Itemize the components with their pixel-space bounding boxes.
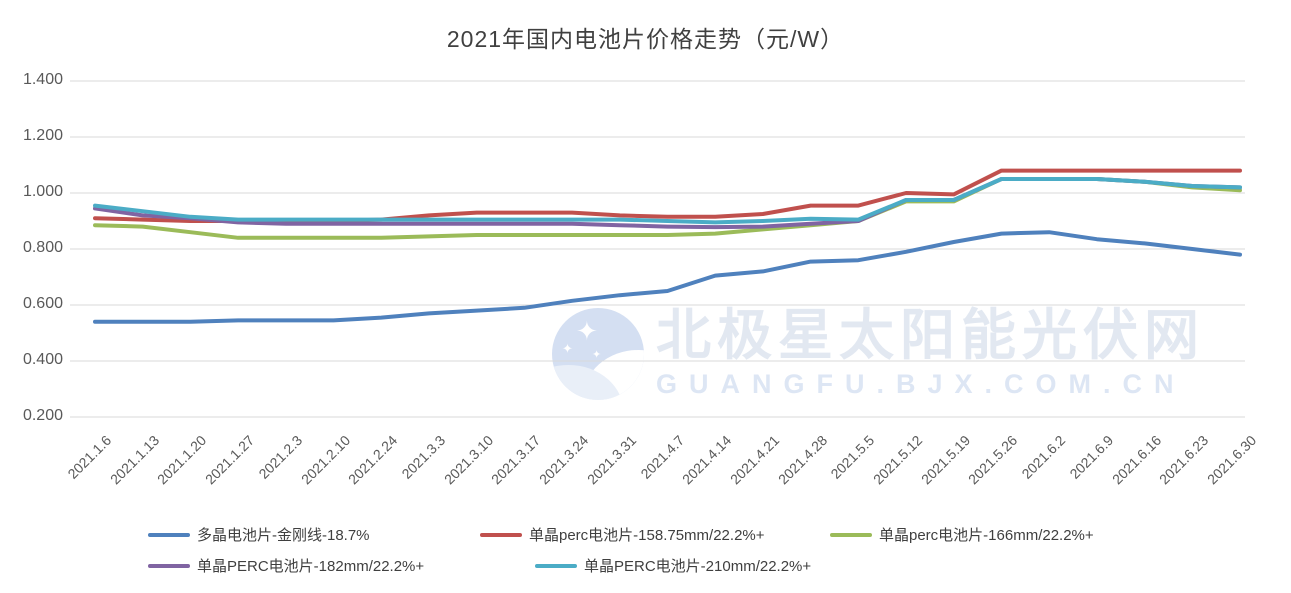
star-icon: ✦ [576, 316, 598, 346]
y-axis-tick-label: 0.200 [22, 407, 63, 424]
watermark-url-text: GUANGFU.BJX.COM.CN [656, 369, 1186, 399]
y-axis-tick-label: 1.000 [22, 183, 63, 200]
watermark-cn-text: 北极星太阳能光伏网 [656, 304, 1206, 366]
y-axis-tick-label: 0.600 [22, 295, 63, 312]
watermark: ✦ ✦ ✦ 北极星太阳能光伏网 GUANGFU.BJX.COM.CN [552, 308, 1205, 400]
legend-label: 多晶电池片-金刚线-18.7% [197, 527, 370, 544]
legend-label: 单晶PERC电池片-182mm/22.2%+ [197, 558, 425, 575]
legend-item-2: 单晶perc电池片-166mm/22.2%+ [830, 524, 1094, 545]
legend-item-4: 单晶PERC电池片-210mm/22.2%+ [535, 555, 811, 576]
legend-label: 单晶PERC电池片-210mm/22.2%+ [584, 558, 812, 575]
y-axis-tick-label: 1.400 [22, 71, 63, 88]
star-icon: ✦ [592, 349, 602, 361]
y-axis-tick-label: 0.800 [22, 239, 63, 256]
legend-item-0: 多晶电池片-金刚线-18.7% [148, 524, 370, 545]
legend-item-3: 单晶PERC电池片-182mm/22.2%+ [148, 555, 424, 576]
legend-item-1: 单晶perc电池片-158.75mm/22.2%+ [480, 524, 765, 545]
legend-marker-icon [830, 532, 872, 537]
y-axis-tick-label: 0.400 [22, 351, 63, 368]
legend-label: 单晶perc电池片-158.75mm/22.2%+ [529, 527, 765, 544]
polaris-logo-icon: ✦ ✦ ✦ [552, 308, 644, 400]
legend-marker-icon [148, 532, 190, 537]
y-axis-tick-label: 1.200 [22, 127, 63, 144]
watermark-text: 北极星太阳能光伏网 GUANGFU.BJX.COM.CN [656, 308, 1205, 400]
legend-marker-icon [148, 563, 190, 568]
star-icon: ✦ [562, 341, 573, 356]
legend-label: 单晶perc电池片-166mm/22.2%+ [879, 527, 1094, 544]
legend-marker-icon [480, 532, 522, 537]
series-line-4 [93, 177, 1242, 225]
legend-marker-icon [535, 563, 577, 568]
chart-title: 2021年国内电池片价格走势（元/W） [446, 26, 845, 52]
series-line-0 [93, 230, 1242, 324]
